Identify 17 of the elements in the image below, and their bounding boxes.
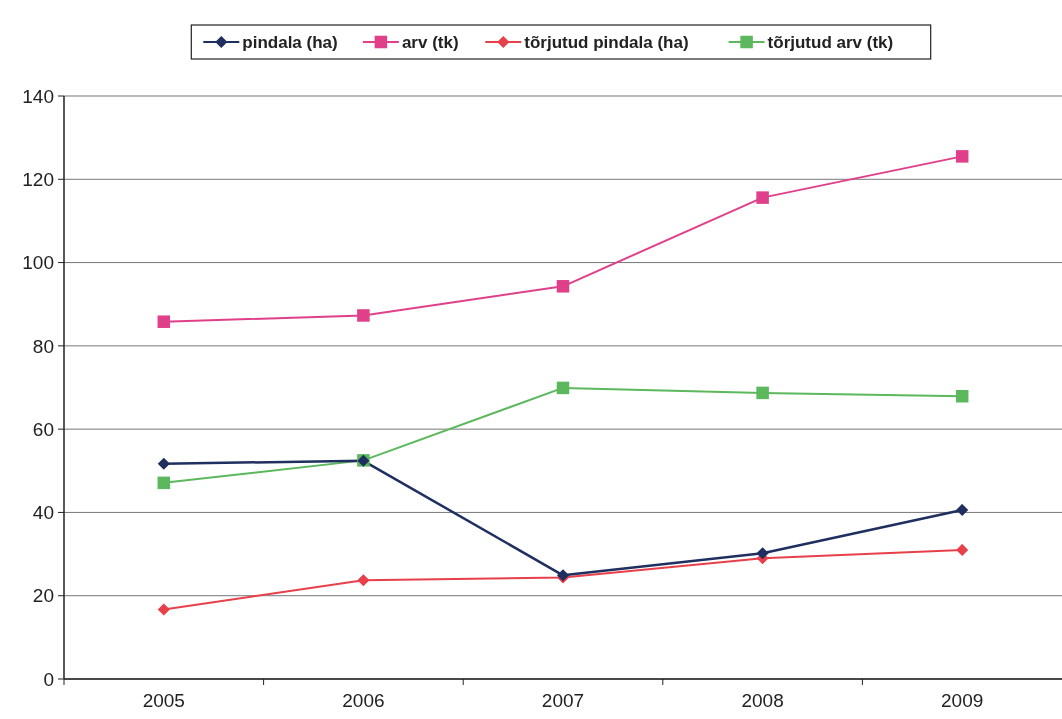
- y-tick-label: 20: [32, 585, 54, 607]
- x-tick-label: 2009: [941, 690, 984, 711]
- y-tick-label: 120: [22, 168, 54, 190]
- y-tick-label: 100: [22, 252, 54, 274]
- y-tick-label: 140: [22, 85, 54, 107]
- x-tick-label: 2007: [541, 690, 585, 711]
- y-tick-label: 80: [32, 335, 54, 357]
- legend-label: arv (tk): [401, 33, 459, 52]
- legend-label: tõrjutud arv (tk): [767, 33, 894, 52]
- x-tick-label: 2005: [142, 690, 185, 711]
- y-tick-label: 60: [32, 418, 54, 440]
- x-tick-label: 2006: [342, 690, 385, 711]
- y-tick-label: 0: [43, 668, 54, 690]
- x-tick-label: 2008: [741, 690, 784, 711]
- legend-label: pindala (ha): [242, 33, 338, 52]
- y-tick-label: 40: [32, 502, 54, 524]
- legend-label: tõrjutud pindala (ha): [524, 33, 689, 52]
